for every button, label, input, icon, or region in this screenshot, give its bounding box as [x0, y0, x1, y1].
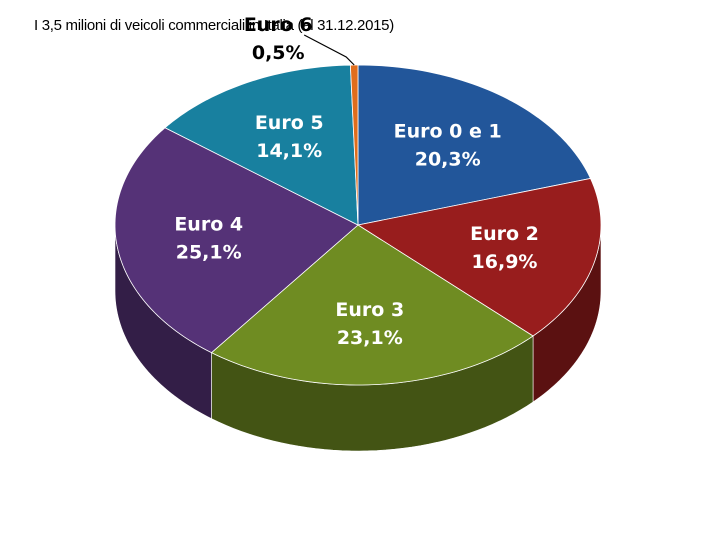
pie-slice-euro-5 [164, 64, 359, 226]
slice-value-label: 25,1% [176, 241, 242, 263]
pie-slice-euro-3 [210, 224, 534, 386]
pie-slice-euro-2 [356, 177, 602, 337]
slice-category-label: Euro 2 [470, 223, 539, 245]
leader-line-euro-6 [303, 34, 355, 66]
pie-slice-euro-0-e-1 [357, 64, 592, 226]
slice-category-label: Euro 4 [174, 213, 243, 235]
slice-category-label: Euro 3 [335, 299, 404, 321]
pie-slice-euro-4 [114, 127, 359, 354]
slice-value-label: 20,3% [415, 148, 481, 170]
slice-category-label: Euro 5 [255, 112, 324, 134]
slice-value-label: 14,1% [256, 140, 322, 162]
chart-title: I 3,5 milioni di veicoli commerciali in … [34, 17, 394, 34]
slice-category-label: Euro 0 e 1 [394, 120, 502, 142]
pie-slices [114, 64, 602, 386]
slice-value-label: 0,5% [252, 42, 305, 64]
slice-value-label: 16,9% [472, 251, 538, 273]
slice-category-label: Euro 6 [244, 14, 313, 36]
pie-labels: Euro 0 e 1 20,3% Euro 2 16,9% Euro 3 23,1% Eur… [174, 14, 539, 349]
slice-value-label: 23,1% [337, 327, 403, 349]
